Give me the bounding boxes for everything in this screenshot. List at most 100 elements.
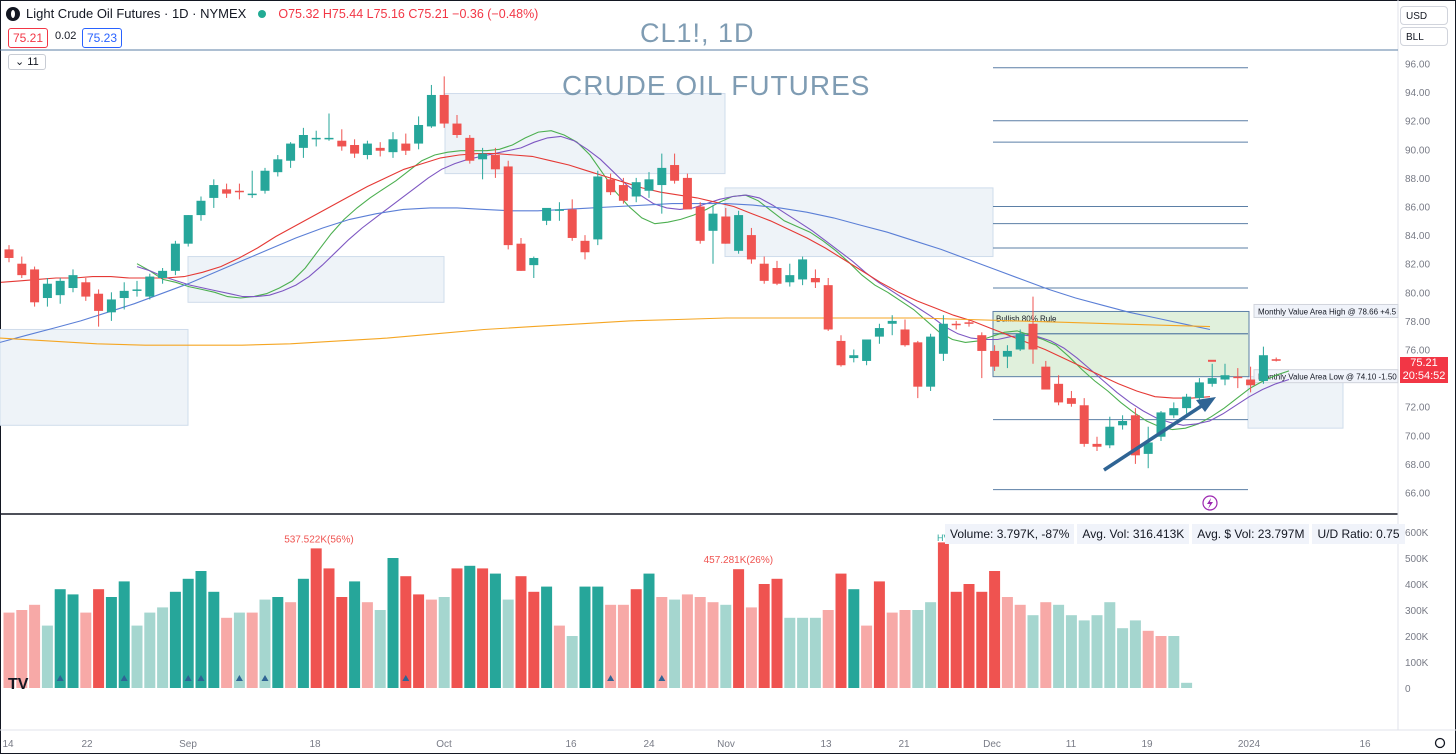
trend-arrow xyxy=(1103,401,1207,472)
ohlc-values: O75.32 H75.44 L75.16 C75.21 −0.36 (−0.48… xyxy=(278,7,538,21)
candle-body xyxy=(1156,412,1166,437)
volume-bar xyxy=(425,599,437,688)
candle-body xyxy=(836,340,846,366)
candle-body xyxy=(1182,396,1192,409)
volume-profile-zone xyxy=(1247,376,1344,429)
volume-bar xyxy=(1142,630,1154,688)
volume-bar xyxy=(873,581,885,688)
volume-bar xyxy=(182,578,194,688)
price-axis-tick: 66.00 xyxy=(1405,489,1430,500)
volume-bar xyxy=(1117,628,1129,688)
volume-bar xyxy=(157,607,169,688)
candle-body xyxy=(439,94,449,124)
candle-body xyxy=(81,282,91,297)
volume-profile-zone xyxy=(444,93,726,175)
volume-bar xyxy=(195,571,207,688)
volume-bar xyxy=(361,602,373,688)
time-axis-tick: 16 xyxy=(565,739,577,750)
candle-body xyxy=(554,209,564,211)
volume-bar xyxy=(528,591,540,688)
candle-body xyxy=(375,147,385,151)
volume-bar xyxy=(541,586,553,688)
chart-title-line1: CL1!, 1D xyxy=(640,18,755,48)
volume-bar xyxy=(464,565,476,688)
market-status-icon xyxy=(258,9,267,18)
volume-bar xyxy=(681,594,693,688)
price-axis-tick: 86.00 xyxy=(1405,203,1430,214)
volume-axis-tick: 200K xyxy=(1405,632,1429,643)
candle-body xyxy=(580,240,590,253)
price-axis-tick: 96.00 xyxy=(1405,60,1430,71)
candle-body xyxy=(55,280,65,296)
price-axis-tick: 84.00 xyxy=(1405,231,1430,242)
symbol-title[interactable]: Light Crude Oil Futures · 1D · NYMEX xyxy=(26,6,247,21)
volume-bar xyxy=(707,602,719,688)
candle-body xyxy=(785,275,795,283)
volume-bar xyxy=(477,568,489,688)
volume-bar xyxy=(1155,636,1167,688)
time-axis-tick: 13 xyxy=(820,739,832,750)
candle-body xyxy=(913,342,923,387)
volume-stats: Volume: 3.797K, -87% Avg. Vol: 316.413K … xyxy=(945,524,1405,544)
last-price: 75.21 xyxy=(1410,357,1438,369)
volume-bar xyxy=(208,591,220,688)
candle-body xyxy=(17,263,27,276)
candle-body xyxy=(631,182,641,197)
volume-profile-zone xyxy=(724,187,994,258)
currency-button[interactable]: USD xyxy=(1400,6,1448,25)
bar-countdown: 20:54:52 xyxy=(1402,370,1446,382)
volume-bar xyxy=(169,591,181,688)
candle-body xyxy=(721,216,731,244)
volume-peak-label: 457.281K(26%) xyxy=(704,555,774,566)
candle-body xyxy=(1105,426,1115,446)
volume-bar xyxy=(515,576,527,688)
volume-bar xyxy=(233,612,245,688)
candle-body xyxy=(964,322,974,324)
candle-body xyxy=(209,185,219,198)
candle-body xyxy=(746,235,756,260)
ohlc-open: O75.32 xyxy=(278,6,320,21)
val-label-box xyxy=(1253,369,1399,384)
tradingview-logo[interactable]: TV xyxy=(8,676,29,693)
candle-body xyxy=(145,276,155,297)
volume-bar xyxy=(29,604,41,688)
indicators-toggle[interactable]: ⌄ 11 xyxy=(8,54,46,70)
candle-body xyxy=(1246,379,1256,386)
candle-body xyxy=(1194,382,1204,399)
sell-price-box[interactable]: 75.21 xyxy=(8,28,49,48)
buy-price-box[interactable]: 75.23 xyxy=(82,28,123,48)
candle-body xyxy=(990,350,1000,367)
volume-bar xyxy=(733,569,745,688)
candle-body xyxy=(926,336,936,387)
volume-bar xyxy=(771,578,783,688)
candle-body xyxy=(810,278,820,283)
candle-body xyxy=(298,135,308,148)
signal-marker-icon xyxy=(607,675,615,681)
volume-bar xyxy=(1181,682,1193,688)
ohlc-close: C75.21 xyxy=(408,6,449,21)
volume-bar xyxy=(1001,597,1013,688)
candle-body xyxy=(30,269,40,303)
price-axis-tick: 72.00 xyxy=(1405,403,1430,414)
volume-bar xyxy=(387,558,399,688)
signal-marker-icon xyxy=(197,675,205,681)
candle-body xyxy=(1233,376,1243,379)
candle-body xyxy=(1258,355,1268,381)
candle-body xyxy=(234,190,244,193)
volume-bar xyxy=(285,602,297,688)
volume-bar xyxy=(451,568,463,688)
signal-marker-icon xyxy=(120,675,128,681)
time-axis-tick: 16 xyxy=(1359,739,1371,750)
candle-body xyxy=(1220,375,1230,380)
volume-bar xyxy=(246,612,258,688)
volume-bar xyxy=(950,591,962,688)
volume-bar xyxy=(54,589,66,688)
volume-bar xyxy=(413,594,425,688)
volume-bar xyxy=(221,617,233,688)
volume-bar xyxy=(553,625,565,688)
unit-button[interactable]: BLL xyxy=(1400,27,1448,46)
volume-bar xyxy=(1014,604,1026,688)
signal-marker-icon xyxy=(56,675,64,681)
signal-marker-icon xyxy=(658,675,666,681)
